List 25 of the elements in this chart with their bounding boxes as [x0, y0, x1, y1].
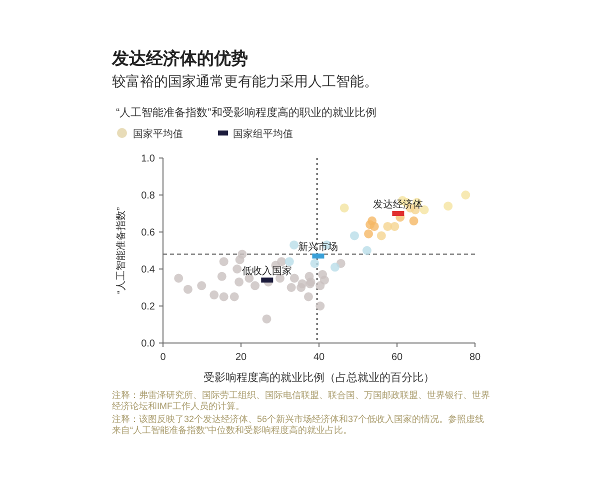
legend-label: 国家组平均值	[233, 128, 293, 140]
y-tick-label: 0.0	[141, 338, 156, 350]
y-tick-label: 0.2	[141, 302, 156, 312]
y-axis-title: “人工智能准备指数”	[115, 207, 127, 294]
x-tick-label: 0	[160, 352, 166, 363]
y-tick-label: 1.0	[141, 154, 156, 164]
chart-title: 发达经济体的优势	[111, 49, 248, 68]
x-tick-label: 80	[469, 352, 481, 363]
x-axis-title: 受影响程度高的就业比例（占总就业的百分比）	[204, 371, 434, 384]
text: 注释：弗雷泽研究所、国际劳工组织、国际电信联盟、联合国、万国邮政联盟、世界银行、世界经济论坛和IMF工作人员的计算。	[112, 390, 491, 412]
legend-国家平均值: 国家平均值	[117, 128, 183, 140]
y-tick-label: 0.4	[141, 264, 156, 276]
annotation: 发达经济体	[373, 198, 424, 210]
x-tick-label: 60	[391, 352, 403, 363]
y-tick-label: 0.8	[141, 190, 156, 202]
legend-国家组平均值: 国家组平均值	[218, 129, 293, 140]
x-tick-label: 40	[313, 352, 325, 363]
text: “人工智能准备指数”和受影响程度高的职业的就业比例	[116, 106, 376, 119]
legend-label: 国家平均值	[133, 128, 183, 140]
text: 注释：该图反映了32个发达经济体、56个新兴市场经济体和37个低收入国家的情况。参照虚线来自“人工智能准备指数”中位数和受影响程度高的就业占比。	[112, 414, 486, 436]
annotation: 低收入国家	[242, 265, 292, 278]
chart-subtitle: 较富裕的国家通常更有能力采用人工智能。	[112, 73, 378, 89]
y-tick-label: 0.6	[141, 228, 156, 238]
annotation: 新兴市场	[298, 241, 338, 254]
x-tick-label: 20	[235, 352, 247, 363]
